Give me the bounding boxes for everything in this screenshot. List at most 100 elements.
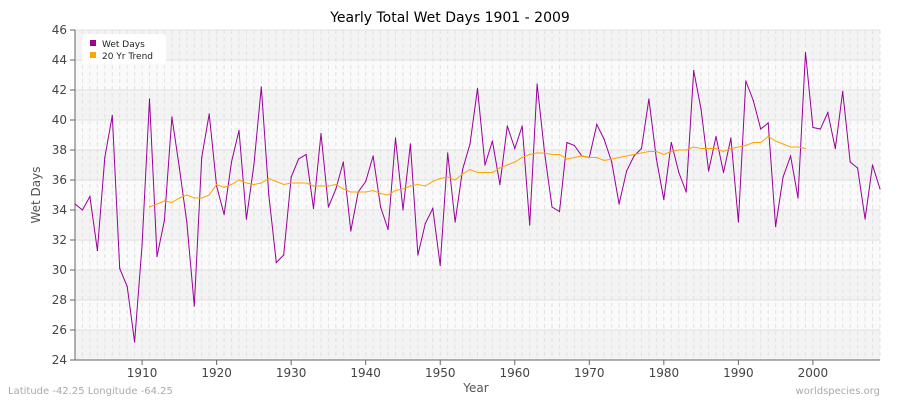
data-point-wet-days	[707, 170, 710, 172]
data-point-wet-days	[298, 158, 300, 160]
data-point-trend	[335, 183, 337, 186]
data-point-trend	[283, 183, 285, 186]
data-point-wet-days	[387, 228, 389, 231]
data-point-trend	[521, 156, 523, 159]
data-point-wet-days	[804, 51, 807, 54]
data-point-trend	[201, 197, 203, 199]
data-point-trend	[320, 185, 322, 187]
data-point-wet-days	[394, 137, 397, 139]
data-point-trend	[514, 161, 516, 163]
data-point-trend	[312, 185, 315, 187]
x-tick-label: 1970	[574, 366, 605, 380]
data-point-wet-days	[745, 80, 747, 82]
data-point-wet-days	[685, 191, 687, 193]
data-point-trend	[782, 143, 784, 145]
data-point-wet-days	[327, 206, 330, 208]
data-point-wet-days	[618, 203, 620, 205]
x-tick-label: 1940	[350, 366, 381, 380]
data-point-trend	[424, 185, 426, 187]
data-point-trend	[402, 188, 404, 190]
data-point-trend	[275, 180, 277, 183]
x-tick-label: 2000	[798, 366, 829, 380]
data-point-wet-days	[96, 249, 98, 252]
data-point-wet-days	[134, 341, 136, 343]
data-point-wet-days	[119, 267, 121, 270]
y-axis-label: Wet Days	[29, 166, 43, 223]
data-point-trend	[230, 183, 233, 186]
data-point-trend	[551, 153, 553, 156]
data-point-trend	[260, 182, 262, 184]
data-point-wet-days	[312, 207, 315, 210]
data-point-wet-days	[849, 161, 851, 163]
data-point-trend	[417, 183, 419, 186]
data-point-wet-days	[454, 221, 456, 223]
data-point-wet-days	[275, 261, 277, 264]
data-point-trend	[357, 191, 359, 193]
data-point-trend	[640, 152, 643, 154]
location-text: Latitude -42.25 Longitude -64.25	[8, 386, 173, 397]
data-point-trend	[625, 155, 628, 157]
y-tick-label: 42	[52, 83, 67, 97]
data-point-wet-days	[342, 161, 344, 163]
data-point-trend	[566, 158, 568, 160]
data-point-wet-days	[461, 168, 464, 171]
data-point-trend	[685, 149, 687, 151]
data-point-wet-days	[245, 218, 248, 220]
data-point-wet-days	[648, 98, 650, 100]
data-point-trend	[745, 144, 747, 147]
data-point-wet-days	[163, 219, 166, 222]
data-point-wet-days	[417, 254, 419, 256]
legend: Wet Days 20 Yr Trend	[82, 34, 166, 64]
data-point-wet-days	[864, 218, 866, 220]
data-point-wet-days	[737, 221, 739, 223]
data-point-wet-days	[283, 254, 285, 256]
data-point-wet-days	[715, 135, 717, 138]
data-point-wet-days	[447, 152, 449, 154]
data-point-trend	[216, 183, 218, 186]
data-point-wet-days	[573, 144, 575, 147]
data-point-trend	[543, 152, 546, 154]
data-point-trend	[253, 183, 255, 186]
y-tick-label: 40	[52, 113, 67, 127]
y-tick-label: 28	[52, 293, 67, 307]
data-point-trend	[454, 179, 456, 181]
data-point-wet-days	[148, 98, 151, 100]
x-tick-label: 1950	[425, 366, 456, 380]
data-point-wet-days	[171, 116, 173, 118]
data-point-trend	[670, 150, 672, 153]
data-point-wet-days	[126, 285, 128, 288]
data-point-trend	[156, 203, 158, 205]
data-point-wet-days	[402, 209, 404, 211]
data-point-trend	[722, 150, 725, 153]
data-point-wet-days	[439, 264, 441, 267]
x-tick-label: 1920	[201, 366, 232, 380]
data-point-wet-days	[819, 128, 821, 130]
data-point-wet-days	[141, 243, 143, 246]
data-point-wet-days	[827, 111, 829, 114]
data-point-wet-days	[633, 155, 635, 157]
y-tick-label: 46	[52, 23, 67, 37]
data-point-wet-days	[663, 198, 665, 201]
x-tick-label: 1960	[499, 366, 530, 380]
data-point-wet-days	[335, 188, 337, 190]
data-point-wet-days	[484, 164, 486, 166]
data-point-trend	[439, 177, 441, 180]
y-tick-label: 38	[52, 143, 67, 157]
x-tick-label: 1910	[127, 366, 158, 380]
data-point-wet-days	[834, 147, 836, 150]
y-tick-label: 26	[52, 323, 67, 337]
data-point-trend	[648, 150, 650, 153]
data-point-trend	[558, 153, 561, 156]
data-point-trend	[663, 153, 665, 156]
data-point-wet-days	[499, 183, 501, 186]
data-point-wet-days	[670, 141, 672, 144]
data-point-trend	[372, 189, 374, 192]
data-point-wet-days	[208, 113, 210, 115]
data-point-wet-days	[730, 137, 732, 139]
data-point-wet-days	[193, 305, 195, 307]
data-point-wet-days	[230, 161, 233, 163]
data-point-trend	[611, 158, 613, 160]
data-point-trend	[536, 152, 538, 154]
data-point-trend	[447, 176, 449, 178]
